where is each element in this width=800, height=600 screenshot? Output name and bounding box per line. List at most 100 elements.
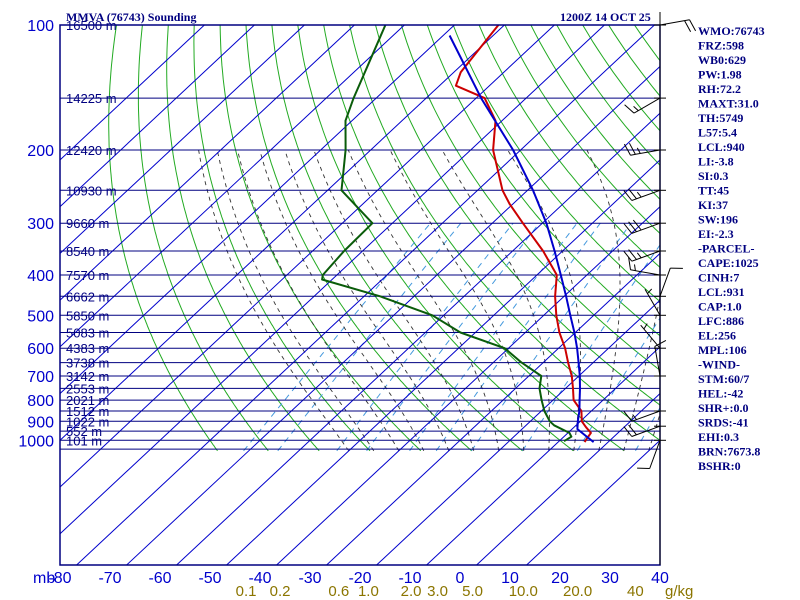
pressure-tick-label: 100: [27, 18, 54, 35]
wind-barb: [637, 439, 666, 469]
moist-adiabat-line: [216, 149, 375, 452]
isotherm-line: [60, 25, 555, 488]
isotherm-line: [326, 252, 660, 565]
chart-title: MMVA (76743) Sounding: [66, 10, 196, 24]
temperature-tick-label: -70: [98, 570, 121, 587]
wind-barb: [654, 339, 667, 377]
moist-adiabat-line: [389, 149, 525, 451]
index-value: -WIND-: [698, 358, 740, 372]
pressure-tick-label: 500: [27, 308, 54, 325]
moist-adiabat-line: [586, 149, 621, 451]
height-label: 2553 m: [66, 381, 109, 396]
mixing-ratio-label: 40: [627, 583, 644, 600]
pressure-tick-label: 900: [27, 414, 54, 431]
mixing-ratio-label: 0.1: [236, 583, 257, 600]
moist-adiabat-line: [347, 149, 500, 451]
wind-barb: [624, 97, 666, 114]
temperature-tick-label: -50: [198, 570, 221, 587]
temperature-tick-label: -60: [148, 570, 171, 587]
index-value: BRN:7673.8: [698, 445, 760, 459]
index-value: BSHR:0: [698, 459, 741, 473]
isotherm-line: [426, 346, 660, 565]
index-value: LFC:886: [698, 314, 744, 328]
index-value: MPL:106: [698, 343, 747, 357]
height-label: 9660 m: [66, 216, 109, 231]
temperature-tick-label: -40: [248, 570, 271, 587]
wind-barb: [623, 410, 666, 422]
height-label: 4383 m: [66, 341, 109, 356]
index-value: FRZ:598: [698, 39, 744, 53]
index-value: EHI:0.3: [698, 430, 739, 444]
isotherm-line: [176, 112, 660, 565]
height-label: 14225 m: [66, 91, 117, 106]
isotherm-line: [60, 25, 205, 161]
wind-barbs: [623, 19, 697, 469]
mixing-ratio-line: [366, 222, 540, 452]
index-value: CINH:7: [698, 271, 739, 285]
dry-adiabat-line: [504, 25, 660, 235]
index-value: PW:1.98: [698, 68, 742, 82]
index-value: TT:45: [698, 184, 729, 198]
temperature-tick-label: -20: [348, 570, 371, 587]
index-value: L57:5.4: [698, 126, 737, 140]
pressure-tick-label: 800: [27, 393, 54, 410]
pressure-tick-label: 200: [27, 143, 54, 160]
index-value: HEL:-42: [698, 387, 743, 401]
mixing-ratio-line: [576, 317, 660, 452]
wind-barb: [628, 257, 666, 276]
index-value: SI:0.3: [698, 169, 728, 183]
temperature-tick-label: 10: [501, 570, 519, 587]
wind-barb: [623, 424, 666, 437]
index-value: MAXT:31.0: [698, 97, 759, 111]
height-label: 10930 m: [66, 183, 117, 198]
height-label: 5083 m: [66, 326, 109, 341]
index-value: CAP:1.0: [698, 300, 742, 314]
index-value: SRDS:-41: [698, 416, 749, 430]
mixing-ratio-line: [635, 406, 660, 452]
pressure-tick-label: 600: [27, 341, 54, 358]
isotherm-line: [126, 65, 660, 565]
temperature-tick-label: 30: [601, 570, 619, 587]
profile-dew-point: [321, 25, 573, 443]
mixing-ratio-line: [522, 244, 660, 452]
height-label: 3142 m: [66, 369, 109, 384]
dry-adiabat-line: [452, 25, 660, 303]
height-label: 2021 m: [66, 393, 109, 408]
index-value: LI:-3.8: [698, 155, 734, 169]
mixing-ratio-label: 5.0: [462, 583, 483, 600]
index-value: SW:196: [698, 213, 738, 227]
index-value: STM:60/7: [698, 372, 749, 386]
sounding-profiles: [321, 25, 595, 443]
height-label: 12420 m: [66, 143, 117, 158]
height-label: 552 m: [66, 424, 102, 439]
mixing-ratio-line: [471, 222, 632, 452]
temperature-tick-label: 20: [551, 570, 569, 587]
index-value: -PARCEL-: [698, 242, 754, 256]
wind-barb: [623, 249, 666, 262]
wind-barb: [654, 267, 683, 297]
pressure-tick-label: 700: [27, 369, 54, 386]
isotherm-line: [60, 25, 605, 535]
valid-time: 1200Z 14 OCT 25: [560, 10, 651, 24]
moist-adiabat-line: [313, 149, 475, 451]
index-value: SHR+:0.0: [698, 401, 749, 415]
temperature-tick-label: -10: [398, 570, 421, 587]
moist-adiabat-line: [441, 149, 550, 451]
height-label: 1512 m: [66, 404, 109, 419]
stability-indices-panel: WMO:76743FRZ:598WB0:629PW:1.98RH:72.2MAX…: [698, 24, 765, 473]
wind-barb: [623, 219, 666, 234]
mixing-ratio-label: 0.2: [270, 583, 291, 600]
index-value: WMO:76743: [698, 24, 765, 38]
index-value: EL:256: [698, 329, 736, 343]
isotherm-line: [226, 159, 660, 565]
isotherm-line: [376, 299, 660, 565]
height-label: 16500 m: [66, 18, 117, 33]
dry-adiabat-line: [426, 25, 660, 337]
mixing-ratio-label: 3.0: [427, 583, 448, 600]
moist-adiabat-line: [623, 293, 660, 451]
height-label: 7570 m: [66, 268, 109, 283]
height-label: 6662 m: [66, 289, 109, 304]
index-value: KI:37: [698, 198, 728, 212]
mixing-ratio-line: [435, 222, 601, 452]
